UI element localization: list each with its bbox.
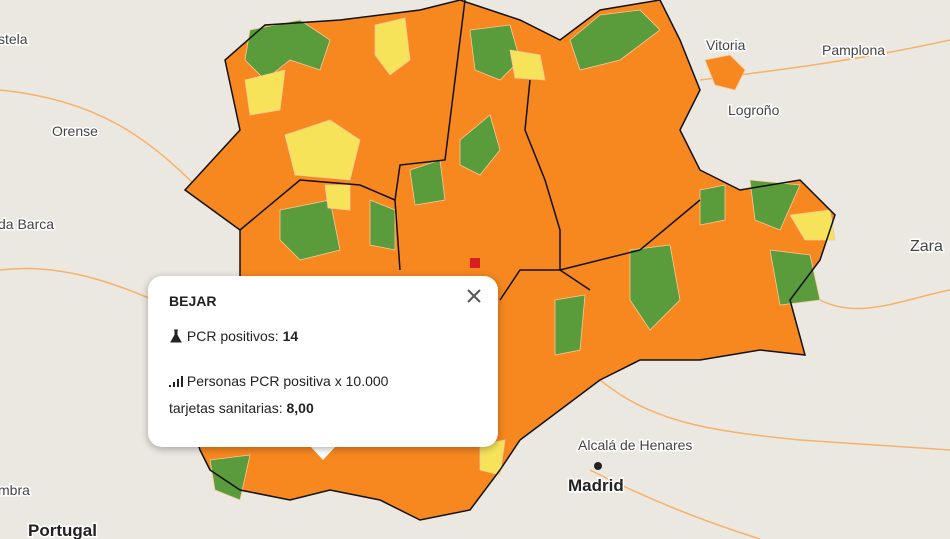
region (374, 17, 411, 76)
rate-label: Personas PCR positiva x 10.000 (186, 373, 389, 389)
region (769, 249, 821, 306)
border (183, 0, 836, 521)
border (524, 79, 591, 291)
map-label: Logroño (728, 102, 780, 118)
region (469, 24, 521, 81)
road (819, 289, 950, 310)
close-button[interactable] (466, 288, 482, 304)
border (394, 0, 466, 201)
province-borders (183, 0, 836, 521)
region (789, 209, 836, 241)
popup-title: BEJAR (169, 293, 217, 309)
region (569, 9, 661, 71)
rate-row: Personas PCR positiva x 10.000 (169, 373, 388, 389)
map-label: Portugal (28, 521, 97, 539)
map-label: Vitoria (706, 37, 746, 53)
map-label: Zara (910, 238, 943, 255)
region (244, 69, 286, 116)
region (509, 49, 546, 81)
region (629, 244, 681, 331)
rate-row-2: tarjetas sanitarias: 8,00 (169, 400, 314, 416)
pcr-label: PCR positivos: (186, 328, 279, 344)
region (369, 199, 396, 251)
map-label: da Barca (0, 216, 54, 232)
region (244, 19, 331, 81)
border (499, 269, 560, 301)
info-popup: BEJAR PCR positivos: 14 Personas PCR pos… (148, 276, 498, 447)
map-label: Madrid (568, 476, 624, 495)
road (0, 89, 201, 191)
region (409, 159, 446, 206)
region (279, 199, 341, 261)
flask-icon (170, 329, 182, 343)
signal-icon (169, 376, 183, 387)
region (554, 294, 586, 356)
region (699, 184, 726, 226)
region (479, 439, 506, 476)
region (324, 184, 351, 211)
popup-tail (310, 446, 336, 460)
border (559, 199, 701, 271)
map-label: Alcalá de Henares (578, 437, 692, 453)
map-label: Orense (52, 123, 98, 139)
rate-value: 8,00 (286, 400, 314, 416)
region (284, 119, 361, 181)
road (599, 379, 950, 451)
rate-label: tarjetas sanitarias: (169, 400, 283, 416)
map-label: Pamplona (822, 42, 885, 58)
map-label: stela (0, 31, 28, 47)
pcr-row: PCR positivos: 14 (169, 327, 298, 344)
border (239, 179, 401, 271)
region (704, 54, 746, 91)
region (459, 114, 501, 176)
map-label: mbra (0, 482, 30, 498)
city-dot (594, 462, 602, 470)
road (589, 469, 761, 539)
pcr-value: 14 (282, 328, 299, 344)
region (209, 454, 251, 501)
city-marker (470, 258, 480, 268)
